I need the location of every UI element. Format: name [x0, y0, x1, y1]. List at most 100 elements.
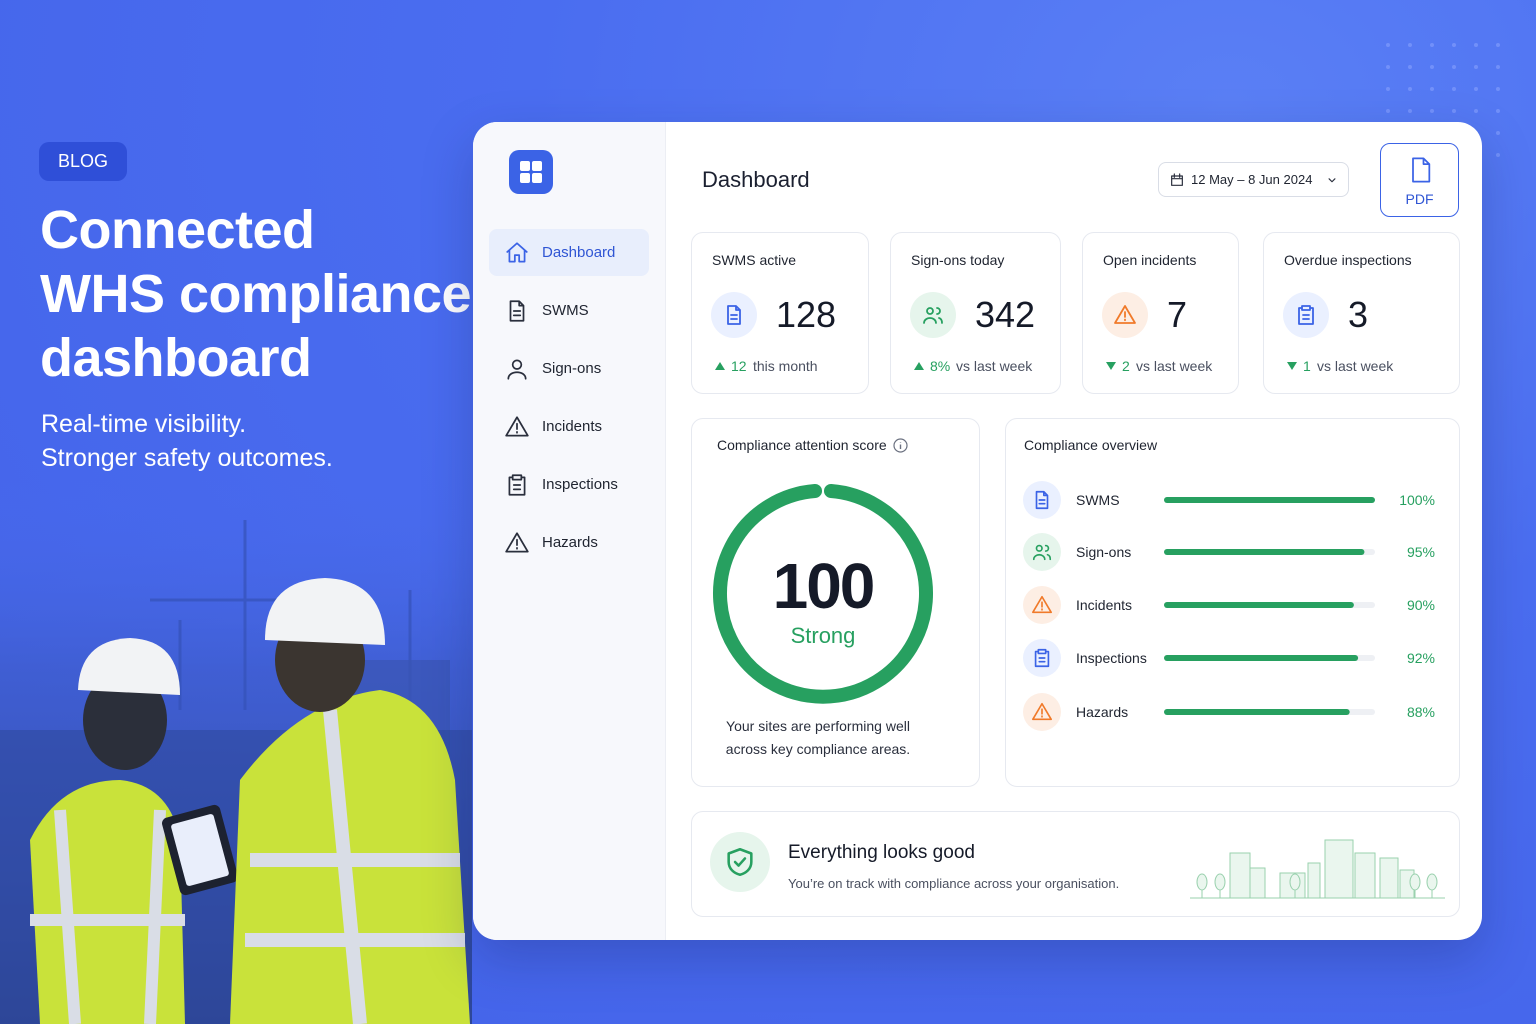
icon-path — [1032, 702, 1052, 721]
dot — [1496, 109, 1500, 113]
dot — [1408, 43, 1412, 47]
date-range: 12 May – 8 Jun 2024 — [1191, 172, 1313, 187]
overview-value: 100% — [1399, 492, 1435, 508]
trend-arrow — [1106, 362, 1116, 370]
building-outline — [1229, 852, 1251, 899]
overview-label: Hazards — [1076, 704, 1129, 720]
stat-delta: 2 — [1122, 358, 1130, 374]
hero-subtitle: Real-time visibility. Stronger safety out… — [41, 407, 333, 475]
arrow — [1287, 362, 1297, 370]
icon — [507, 359, 527, 380]
trend-arrow — [715, 362, 725, 370]
dot — [1386, 109, 1390, 113]
dot — [1408, 87, 1412, 91]
hair — [83, 670, 167, 770]
hero-title-line: dashboard — [40, 328, 312, 388]
stat-delta-text: vs last week — [1317, 358, 1394, 374]
building-outline — [1354, 852, 1376, 899]
icon-path — [727, 305, 741, 325]
progress-bar — [1164, 497, 1375, 503]
overview-title: Compliance overview — [1024, 437, 1158, 453]
icon-path — [1035, 490, 1049, 510]
score-card — [691, 418, 980, 787]
icon-path — [506, 242, 528, 263]
icon-path — [1328, 178, 1336, 183]
stat-delta-text: this month — [753, 358, 818, 374]
dot — [1386, 87, 1390, 91]
progress — [1164, 655, 1375, 661]
icon-path — [1412, 157, 1431, 183]
icon-bg — [1023, 533, 1061, 571]
icon-path — [507, 359, 527, 380]
score-description: Your sites are performing well — [726, 718, 910, 734]
score-rating: Strong — [790, 623, 856, 648]
nav-item[interactable]: Hazards — [542, 534, 598, 551]
tree — [1214, 873, 1226, 891]
overview-label: Sign-ons — [1076, 544, 1132, 560]
page-title: Dashboard — [702, 167, 810, 192]
icon-path — [505, 532, 529, 553]
tree — [1196, 873, 1208, 891]
info-icon — [893, 438, 908, 453]
nav-item[interactable]: Incidents — [542, 418, 603, 435]
logo-tile — [532, 173, 542, 183]
arrow — [914, 362, 924, 370]
stat-delta-text: vs last week — [1136, 358, 1213, 374]
pdf-button[interactable] — [1380, 143, 1459, 217]
dot — [1452, 43, 1456, 47]
icon — [1032, 595, 1052, 614]
icon-path — [1032, 595, 1052, 614]
stat-delta: 8% — [930, 358, 951, 374]
icon — [923, 307, 943, 324]
progress — [1164, 549, 1375, 555]
icon-path — [727, 847, 753, 877]
nav-item[interactable]: Dashboard — [542, 244, 616, 261]
banner-title: Everything looks good — [788, 842, 975, 863]
overview-label: SWMS — [1076, 492, 1120, 508]
dot — [1430, 87, 1434, 91]
icon — [505, 532, 529, 553]
date-picker[interactable] — [1158, 162, 1349, 197]
icon — [1328, 178, 1336, 183]
overview-value: 90% — [1406, 597, 1435, 613]
trend-arrow — [1287, 362, 1297, 370]
hero-subtitle-line: Stronger safety outcomes. — [41, 444, 333, 472]
score-title: Compliance attention score — [717, 437, 887, 453]
dot — [1496, 153, 1500, 157]
logo-tile — [520, 173, 530, 183]
stat-label: Overdue inspections — [1284, 252, 1412, 268]
dot — [1452, 109, 1456, 113]
stat-label: Sign-ons today — [911, 252, 1005, 268]
stat-value: 7 — [1167, 294, 1188, 335]
score-ring — [713, 484, 933, 704]
trend-arrow — [914, 362, 924, 370]
icon-path — [923, 307, 943, 324]
stat-delta: 12 — [731, 358, 747, 374]
icon — [505, 416, 529, 437]
icon — [727, 305, 741, 325]
icon — [1298, 305, 1314, 325]
hero-subtitle-line: Real-time visibility. — [41, 410, 247, 438]
pdf-label: PDF — [1405, 191, 1434, 207]
overview-label: Incidents — [1076, 597, 1133, 613]
arrow — [715, 362, 725, 370]
nav-item[interactable]: SWMS — [542, 302, 589, 319]
hero-title: Connected WHS compliance dashboard — [40, 198, 472, 390]
nav-active-bg — [489, 229, 649, 276]
icon-path — [1034, 648, 1050, 668]
nav-item[interactable]: Inspections — [542, 476, 618, 493]
tree — [1426, 873, 1438, 891]
progress — [1164, 709, 1375, 715]
dot — [1452, 87, 1456, 91]
dot — [1474, 87, 1478, 91]
shield-bg — [710, 832, 770, 892]
logo-bg — [509, 150, 553, 194]
dot — [1474, 109, 1478, 113]
stat-value: 128 — [776, 294, 837, 335]
skyline — [1190, 839, 1445, 899]
icon-path — [505, 416, 529, 437]
dot — [1430, 109, 1434, 113]
icon-bg — [910, 292, 956, 338]
dot — [1386, 65, 1390, 69]
nav-item[interactable]: Sign-ons — [542, 360, 602, 377]
